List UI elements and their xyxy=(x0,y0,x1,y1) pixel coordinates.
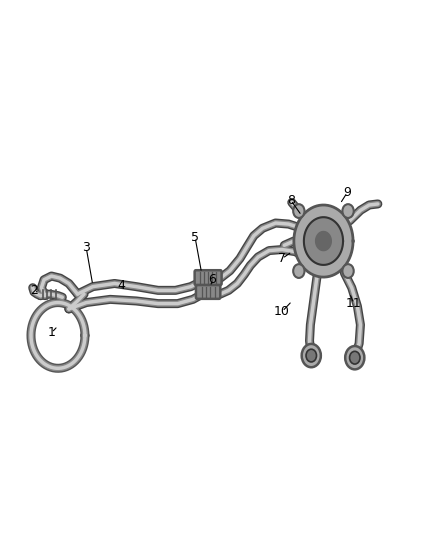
Text: 5: 5 xyxy=(191,231,199,244)
FancyBboxPatch shape xyxy=(194,270,222,285)
Circle shape xyxy=(293,264,304,278)
Text: 4: 4 xyxy=(117,279,125,292)
Polygon shape xyxy=(316,231,331,251)
Circle shape xyxy=(345,346,364,369)
Text: 7: 7 xyxy=(278,252,286,265)
Text: 6: 6 xyxy=(208,273,216,286)
Circle shape xyxy=(350,351,360,364)
Circle shape xyxy=(306,349,317,362)
FancyBboxPatch shape xyxy=(196,285,220,299)
Text: 11: 11 xyxy=(346,297,362,310)
Text: 1: 1 xyxy=(47,326,55,340)
Circle shape xyxy=(302,344,321,367)
Text: 3: 3 xyxy=(82,241,90,254)
Text: 10: 10 xyxy=(274,305,290,318)
Circle shape xyxy=(343,264,354,278)
Text: 8: 8 xyxy=(287,193,295,207)
Circle shape xyxy=(293,204,304,218)
Text: 2: 2 xyxy=(30,284,38,297)
Text: 9: 9 xyxy=(343,186,351,199)
Circle shape xyxy=(343,204,354,218)
Polygon shape xyxy=(304,217,343,265)
Polygon shape xyxy=(294,205,353,277)
